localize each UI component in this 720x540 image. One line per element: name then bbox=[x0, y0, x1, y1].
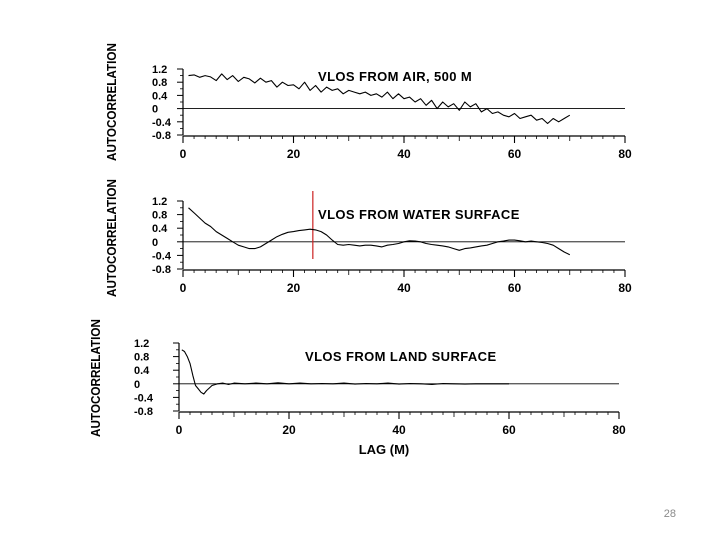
chart3-x-tick-label: 40 bbox=[392, 423, 406, 437]
chart1-y-tick-label: -0.8 bbox=[152, 130, 171, 142]
chart1-x-tick-label: 80 bbox=[618, 147, 632, 161]
page-number: 28 bbox=[663, 508, 676, 520]
chart2-title: VLOS FROM WATER SURFACE bbox=[318, 207, 520, 222]
chart1-series-line bbox=[188, 73, 571, 125]
chart3-x-tick-label: 80 bbox=[612, 423, 626, 437]
chart1-x-tick-label: 40 bbox=[397, 147, 411, 161]
chart2-y-tick-label: 0 bbox=[152, 237, 158, 249]
chart2-series-line bbox=[188, 207, 571, 256]
chart1-y-axis-label: AUTOCORRELATION bbox=[104, 43, 119, 161]
chart2-y-tick-label: 1.2 bbox=[152, 196, 167, 208]
chart2-x-tick-label: 0 bbox=[180, 281, 187, 295]
chart3-y-tick-label: 0.4 bbox=[134, 365, 150, 377]
chart2-x-tick-label: 80 bbox=[618, 281, 632, 295]
chart1-x-tick-label: 60 bbox=[508, 147, 522, 161]
chart1-y-tick-label: 1.2 bbox=[152, 64, 167, 76]
chart2-y-tick-label: -0.8 bbox=[152, 264, 171, 276]
chart3-x-axis-label: LAG (M) bbox=[359, 442, 410, 457]
chart2-y-tick-label: 0.4 bbox=[152, 223, 168, 235]
chart1-y-tick-label: 0 bbox=[152, 104, 158, 116]
chart2-y-tick-label: -0.4 bbox=[152, 250, 172, 262]
chart1-title: VLOS FROM AIR, 500 M bbox=[318, 69, 472, 84]
chart3-title: VLOS FROM LAND SURFACE bbox=[305, 349, 497, 364]
chart1-y-tick-label: 0.8 bbox=[152, 77, 167, 89]
chart3-x-tick-label: 60 bbox=[502, 423, 516, 437]
chart3-x-tick-label: 20 bbox=[282, 423, 296, 437]
chart2-y-axis-label: AUTOCORRELATION bbox=[104, 179, 119, 297]
chart1-y-tick-label: 0.4 bbox=[152, 90, 168, 102]
chart2-x-tick-label: 20 bbox=[287, 281, 301, 295]
chart1-x-tick-label: 20 bbox=[287, 147, 301, 161]
chart3-series-line bbox=[181, 349, 509, 395]
chart2-y-tick-label: 0.8 bbox=[152, 210, 167, 222]
chart1-y-tick-label: -0.4 bbox=[152, 117, 172, 129]
chart1-x-tick-label: 0 bbox=[180, 147, 187, 161]
chart3-y-tick-label: 0 bbox=[134, 379, 140, 391]
chart3-y-tick-label: -0.4 bbox=[134, 392, 154, 404]
chart3-y-tick-label: 0.8 bbox=[134, 352, 149, 364]
chart3-y-tick-label: 1.2 bbox=[134, 338, 149, 350]
chart2-x-tick-label: 40 bbox=[397, 281, 411, 295]
chart3-y-axis-label: AUTOCORRELATION bbox=[88, 319, 103, 437]
chart2-x-tick-label: 60 bbox=[508, 281, 522, 295]
chart3-x-tick-label: 0 bbox=[176, 423, 183, 437]
chart3-y-tick-label: -0.8 bbox=[134, 406, 153, 418]
